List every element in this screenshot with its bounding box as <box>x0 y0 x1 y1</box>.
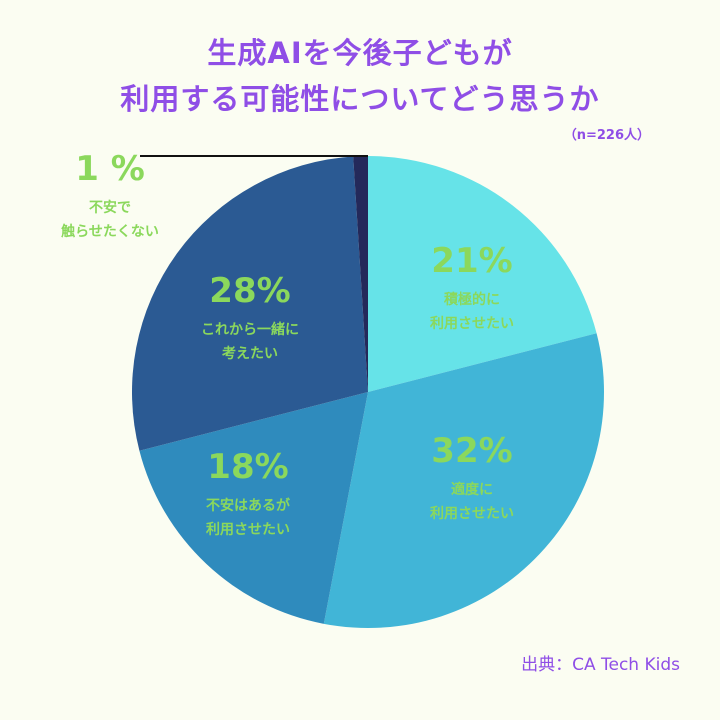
sample-size-note: （n=226人） <box>563 128 650 143</box>
slice-category-label: 利用させたい <box>430 315 514 332</box>
slice-category-label: 適度に <box>451 481 493 498</box>
source-credit: 出典：CA Tech Kids <box>521 655 680 675</box>
slice-percent-label: 28% <box>209 271 290 311</box>
slice-category-label: 考えたい <box>222 345 278 362</box>
pie-slice-1 <box>368 156 597 392</box>
pie-slice-2 <box>323 333 604 628</box>
pie-slice-5 <box>353 156 368 392</box>
slice-percent-label: 32% <box>431 431 512 471</box>
chart-title-line2: 利用する可能性についてどう思うか <box>120 82 600 116</box>
slice-percent-label: 21% <box>431 241 512 281</box>
slice-category-label: これから一緒に <box>201 321 299 338</box>
slice-percent-label: 18% <box>207 447 288 487</box>
slice-category-label: 不安はあるが <box>206 497 291 514</box>
slice-category-label: 不安で <box>89 199 131 216</box>
slice-percent-label: 1 % <box>75 149 145 189</box>
slice-category-label: 利用させたい <box>206 521 290 538</box>
slice-category-label: 触らせたくない <box>60 223 159 240</box>
chart-title-line1: 生成AIを今後子どもが <box>207 36 513 70</box>
slice-category-label: 利用させたい <box>430 505 514 522</box>
pie-slice-3 <box>139 392 368 624</box>
pie-slice-4 <box>131 156 368 451</box>
slice-category-label: 積極的に <box>443 291 500 308</box>
